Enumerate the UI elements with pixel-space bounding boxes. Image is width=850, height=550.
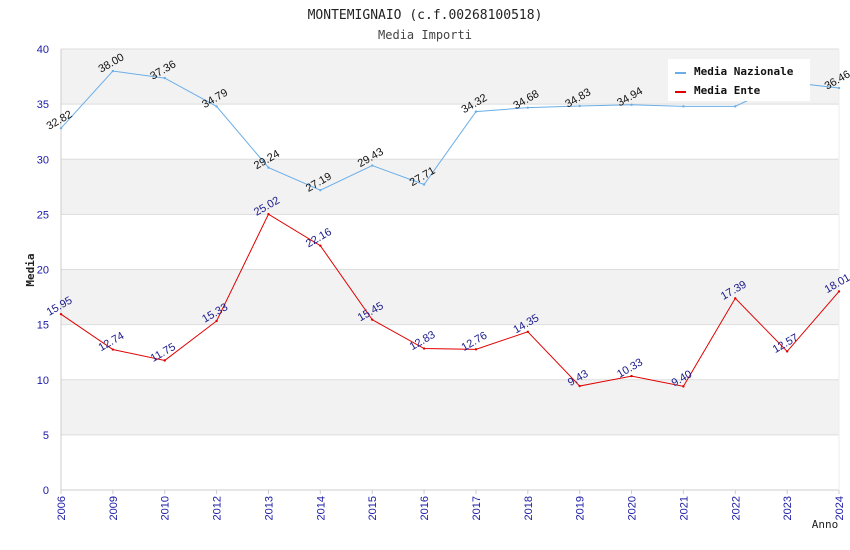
data-point-media-nazionale <box>59 126 63 130</box>
series-line-media-nazionale <box>60 70 840 191</box>
axes <box>60 48 840 491</box>
data-point-media-nazionale <box>526 106 529 109</box>
data-point-media-ente <box>578 384 581 388</box>
data-point-media-nazionale <box>682 105 685 108</box>
y-axis-ticks: 0 5 10 15 20 25 30 35 40 <box>37 44 49 497</box>
data-point-media-ente <box>682 385 685 388</box>
x-tick-label: 2018 <box>523 496 535 520</box>
x-tick-label: 2021 <box>678 496 690 520</box>
y-tick-label: 40 <box>37 44 49 56</box>
plot-band <box>61 434 839 490</box>
x-tick-label: 2024 <box>834 496 846 520</box>
data-point-media-ente <box>837 290 841 293</box>
data-point-media-nazionale <box>371 164 374 167</box>
data-point-media-ente <box>734 297 737 300</box>
plot-band <box>61 269 839 325</box>
data-point-media-nazionale <box>319 189 322 192</box>
data-point-media-ente <box>111 348 115 351</box>
x-tick-label: 2009 <box>108 496 120 520</box>
data-point-media-nazionale <box>578 104 581 108</box>
data-point-media-nazionale <box>215 105 218 108</box>
data-point-media-ente <box>319 244 322 247</box>
data-point-media-nazionale <box>422 183 426 186</box>
plot-band <box>61 104 839 160</box>
data-point-media-ente <box>215 319 218 323</box>
data-point-media-ente <box>630 374 633 378</box>
data-point-media-nazionale <box>837 86 841 90</box>
x-tick-label: 2015 <box>367 496 379 520</box>
x-tick-label: 2023 <box>782 496 794 520</box>
data-point-media-nazionale <box>163 76 166 80</box>
x-axis-ticks: 2006 2009 2010 2012 2013 2014 2015 2016 2017 2018… <box>56 490 846 520</box>
data-point-media-ente <box>371 318 374 321</box>
data-point-media-ente <box>526 330 529 333</box>
x-tick-label: 2012 <box>212 496 224 520</box>
data-point-media-ente <box>785 350 789 353</box>
data-point-media-ente <box>422 347 426 350</box>
y-tick-label: 15 <box>37 320 49 332</box>
data-point-media-ente <box>474 348 478 351</box>
data-point-media-ente <box>267 212 270 216</box>
legend: Media Nazionale Media Ente <box>668 59 810 101</box>
y-tick-label: 0 <box>43 485 49 497</box>
y-axis-label: Media <box>24 253 37 286</box>
x-tick-label: 2013 <box>263 496 275 520</box>
data-point-media-nazionale <box>474 110 478 113</box>
plot-background-bands <box>61 49 839 490</box>
y-tick-label: 20 <box>37 265 49 277</box>
plot-band <box>61 324 839 380</box>
data-point-media-ente <box>59 312 63 316</box>
data-point-media-nazionale <box>267 166 270 169</box>
plot-band <box>61 379 839 435</box>
y-tick-label: 25 <box>37 209 49 221</box>
x-tick-label: 2014 <box>315 496 327 520</box>
x-tick-label: 2022 <box>730 496 742 520</box>
plot-band <box>61 159 839 215</box>
x-tick-label: 2019 <box>575 496 587 520</box>
x-tick-label: 2017 <box>471 496 483 520</box>
plot-band <box>61 214 839 270</box>
chart-subtitle: Media Importi <box>378 28 472 42</box>
legend-label-media-ente: Media Ente <box>694 84 761 97</box>
y-tick-label: 10 <box>37 375 49 387</box>
x-tick-label: 2020 <box>627 496 639 520</box>
series-line-media-ente <box>60 213 840 387</box>
data-point-media-nazionale <box>111 69 115 73</box>
data-point-media-ente <box>163 359 166 362</box>
chart-title: MONTEMIGNAIO (c.f.00268100518) <box>308 8 543 23</box>
y-tick-label: 30 <box>37 154 49 166</box>
x-tick-label: 2016 <box>419 496 431 520</box>
data-point-media-nazionale <box>734 105 737 108</box>
legend-box <box>668 59 810 101</box>
data-point-media-nazionale <box>630 103 633 106</box>
legend-label-media-nazionale: Media Nazionale <box>694 65 794 78</box>
x-tick-label: 2010 <box>160 496 172 520</box>
y-tick-label: 5 <box>43 430 49 442</box>
y-tick-label: 35 <box>37 99 49 111</box>
x-axis-label: Anno <box>812 518 839 531</box>
x-tick-label: 2006 <box>56 496 68 520</box>
series-lines <box>59 69 841 388</box>
